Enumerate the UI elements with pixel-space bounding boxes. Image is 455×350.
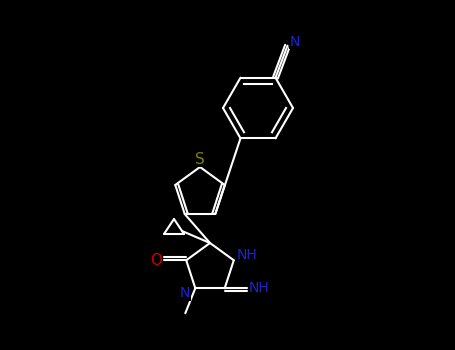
- Text: O: O: [150, 253, 162, 268]
- Text: S: S: [195, 152, 205, 167]
- Text: N: N: [289, 35, 300, 49]
- Text: NH: NH: [237, 248, 257, 262]
- Text: NH: NH: [248, 281, 269, 295]
- Text: N: N: [180, 286, 191, 300]
